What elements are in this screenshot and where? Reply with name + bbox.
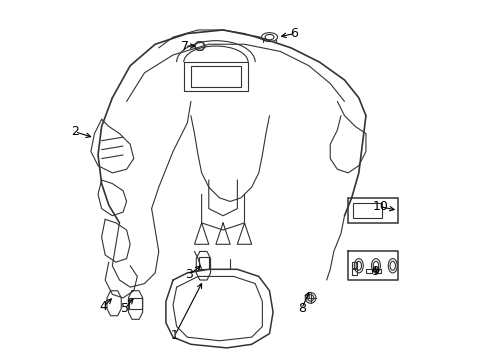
Text: 3: 3 — [185, 268, 193, 281]
Text: 6: 6 — [290, 27, 298, 40]
Text: 2: 2 — [71, 125, 79, 138]
Text: 4: 4 — [99, 300, 107, 313]
Text: 1: 1 — [170, 329, 179, 342]
Bar — [352, 269, 356, 275]
Bar — [347, 198, 397, 223]
Text: 7: 7 — [181, 40, 188, 53]
Bar — [352, 262, 356, 267]
Text: 8: 8 — [297, 302, 305, 315]
Text: 10: 10 — [371, 200, 387, 213]
Bar — [365, 269, 372, 273]
Bar — [183, 62, 247, 91]
Bar — [129, 298, 142, 309]
Text: 5: 5 — [121, 302, 128, 315]
Text: 9: 9 — [370, 265, 378, 278]
Bar — [190, 66, 241, 87]
Bar — [374, 269, 381, 273]
Bar — [198, 257, 209, 269]
Bar — [353, 203, 381, 217]
